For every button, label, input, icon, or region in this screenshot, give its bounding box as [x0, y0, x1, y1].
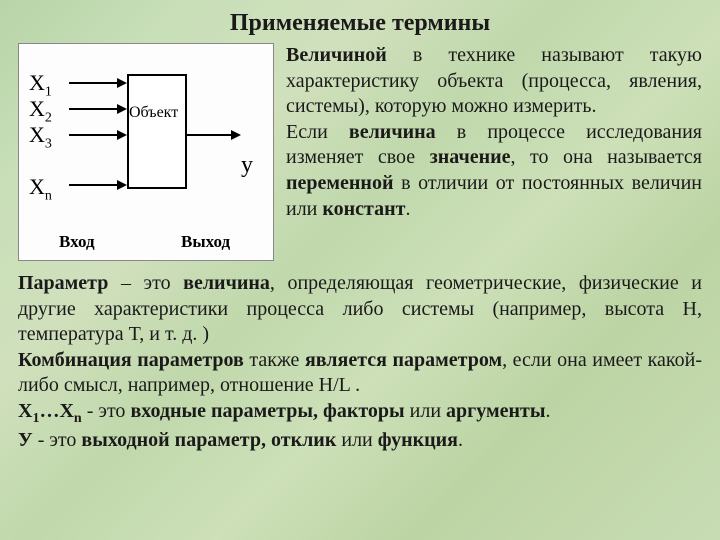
rp2f: переменной: [286, 172, 393, 194]
arrow-x2: [69, 108, 117, 110]
b4f: .: [458, 429, 463, 451]
output-y: y: [241, 152, 253, 179]
rp2b: величина: [349, 121, 436, 143]
rp2e: , то она называется: [511, 146, 702, 168]
rp2d: значение: [430, 146, 511, 168]
rp2i: .: [405, 198, 410, 220]
rp2h: констант: [322, 198, 405, 220]
b4c: выходной параметр, отклик: [81, 429, 336, 451]
object-box-label: Объект: [129, 104, 178, 122]
input-xn: Xn: [29, 174, 52, 204]
arrow-x2-head: [117, 104, 127, 114]
b2b: также: [244, 349, 305, 371]
arrow-x1-head: [117, 78, 127, 88]
b3e: или: [405, 400, 446, 422]
diagram: X1 X2 X3 Xn Объект y Вход Выход: [18, 43, 274, 261]
right-paragraph: Величиной в технике называют такую харак…: [286, 43, 702, 261]
b4a: У: [18, 429, 33, 451]
input-x3: X3: [29, 122, 52, 152]
b3g: .: [545, 400, 550, 422]
arrow-y: [187, 134, 231, 136]
b4b: - это: [33, 429, 82, 451]
output-label: Выход: [181, 232, 230, 252]
b2c: является параметром: [305, 349, 502, 371]
b1b: – это: [108, 272, 183, 294]
b1c: величина: [183, 272, 270, 294]
input-label: Вход: [59, 232, 95, 252]
object-box: [127, 74, 187, 189]
slide: Применяемые термины X1 X2 X3 Xn Объект y: [0, 0, 720, 463]
rp2a: Если: [286, 121, 349, 143]
slide-title: Применяемые термины: [18, 10, 702, 37]
bottom-paragraph: Параметр – это величина, определяющая ге…: [18, 271, 702, 453]
b3d: входные параметры, факторы: [130, 400, 404, 422]
b3a: X1…Xn: [18, 400, 82, 422]
arrow-xn-head: [117, 180, 127, 190]
b3f: аргументы: [446, 400, 545, 422]
top-row: X1 X2 X3 Xn Объект y Вход Выход: [18, 43, 702, 261]
arrow-x1: [69, 82, 117, 84]
b3c: - это: [82, 400, 131, 422]
term-parametr: Параметр: [18, 272, 108, 294]
b4d: или: [336, 429, 377, 451]
arrow-xn: [69, 184, 117, 186]
b2a: Комбинация параметров: [18, 349, 244, 371]
arrow-x3-head: [117, 130, 127, 140]
b4e: функция: [378, 429, 458, 451]
arrow-y-head: [231, 130, 241, 140]
term-velichina: Величиной: [286, 44, 387, 66]
arrow-x3: [69, 134, 117, 136]
